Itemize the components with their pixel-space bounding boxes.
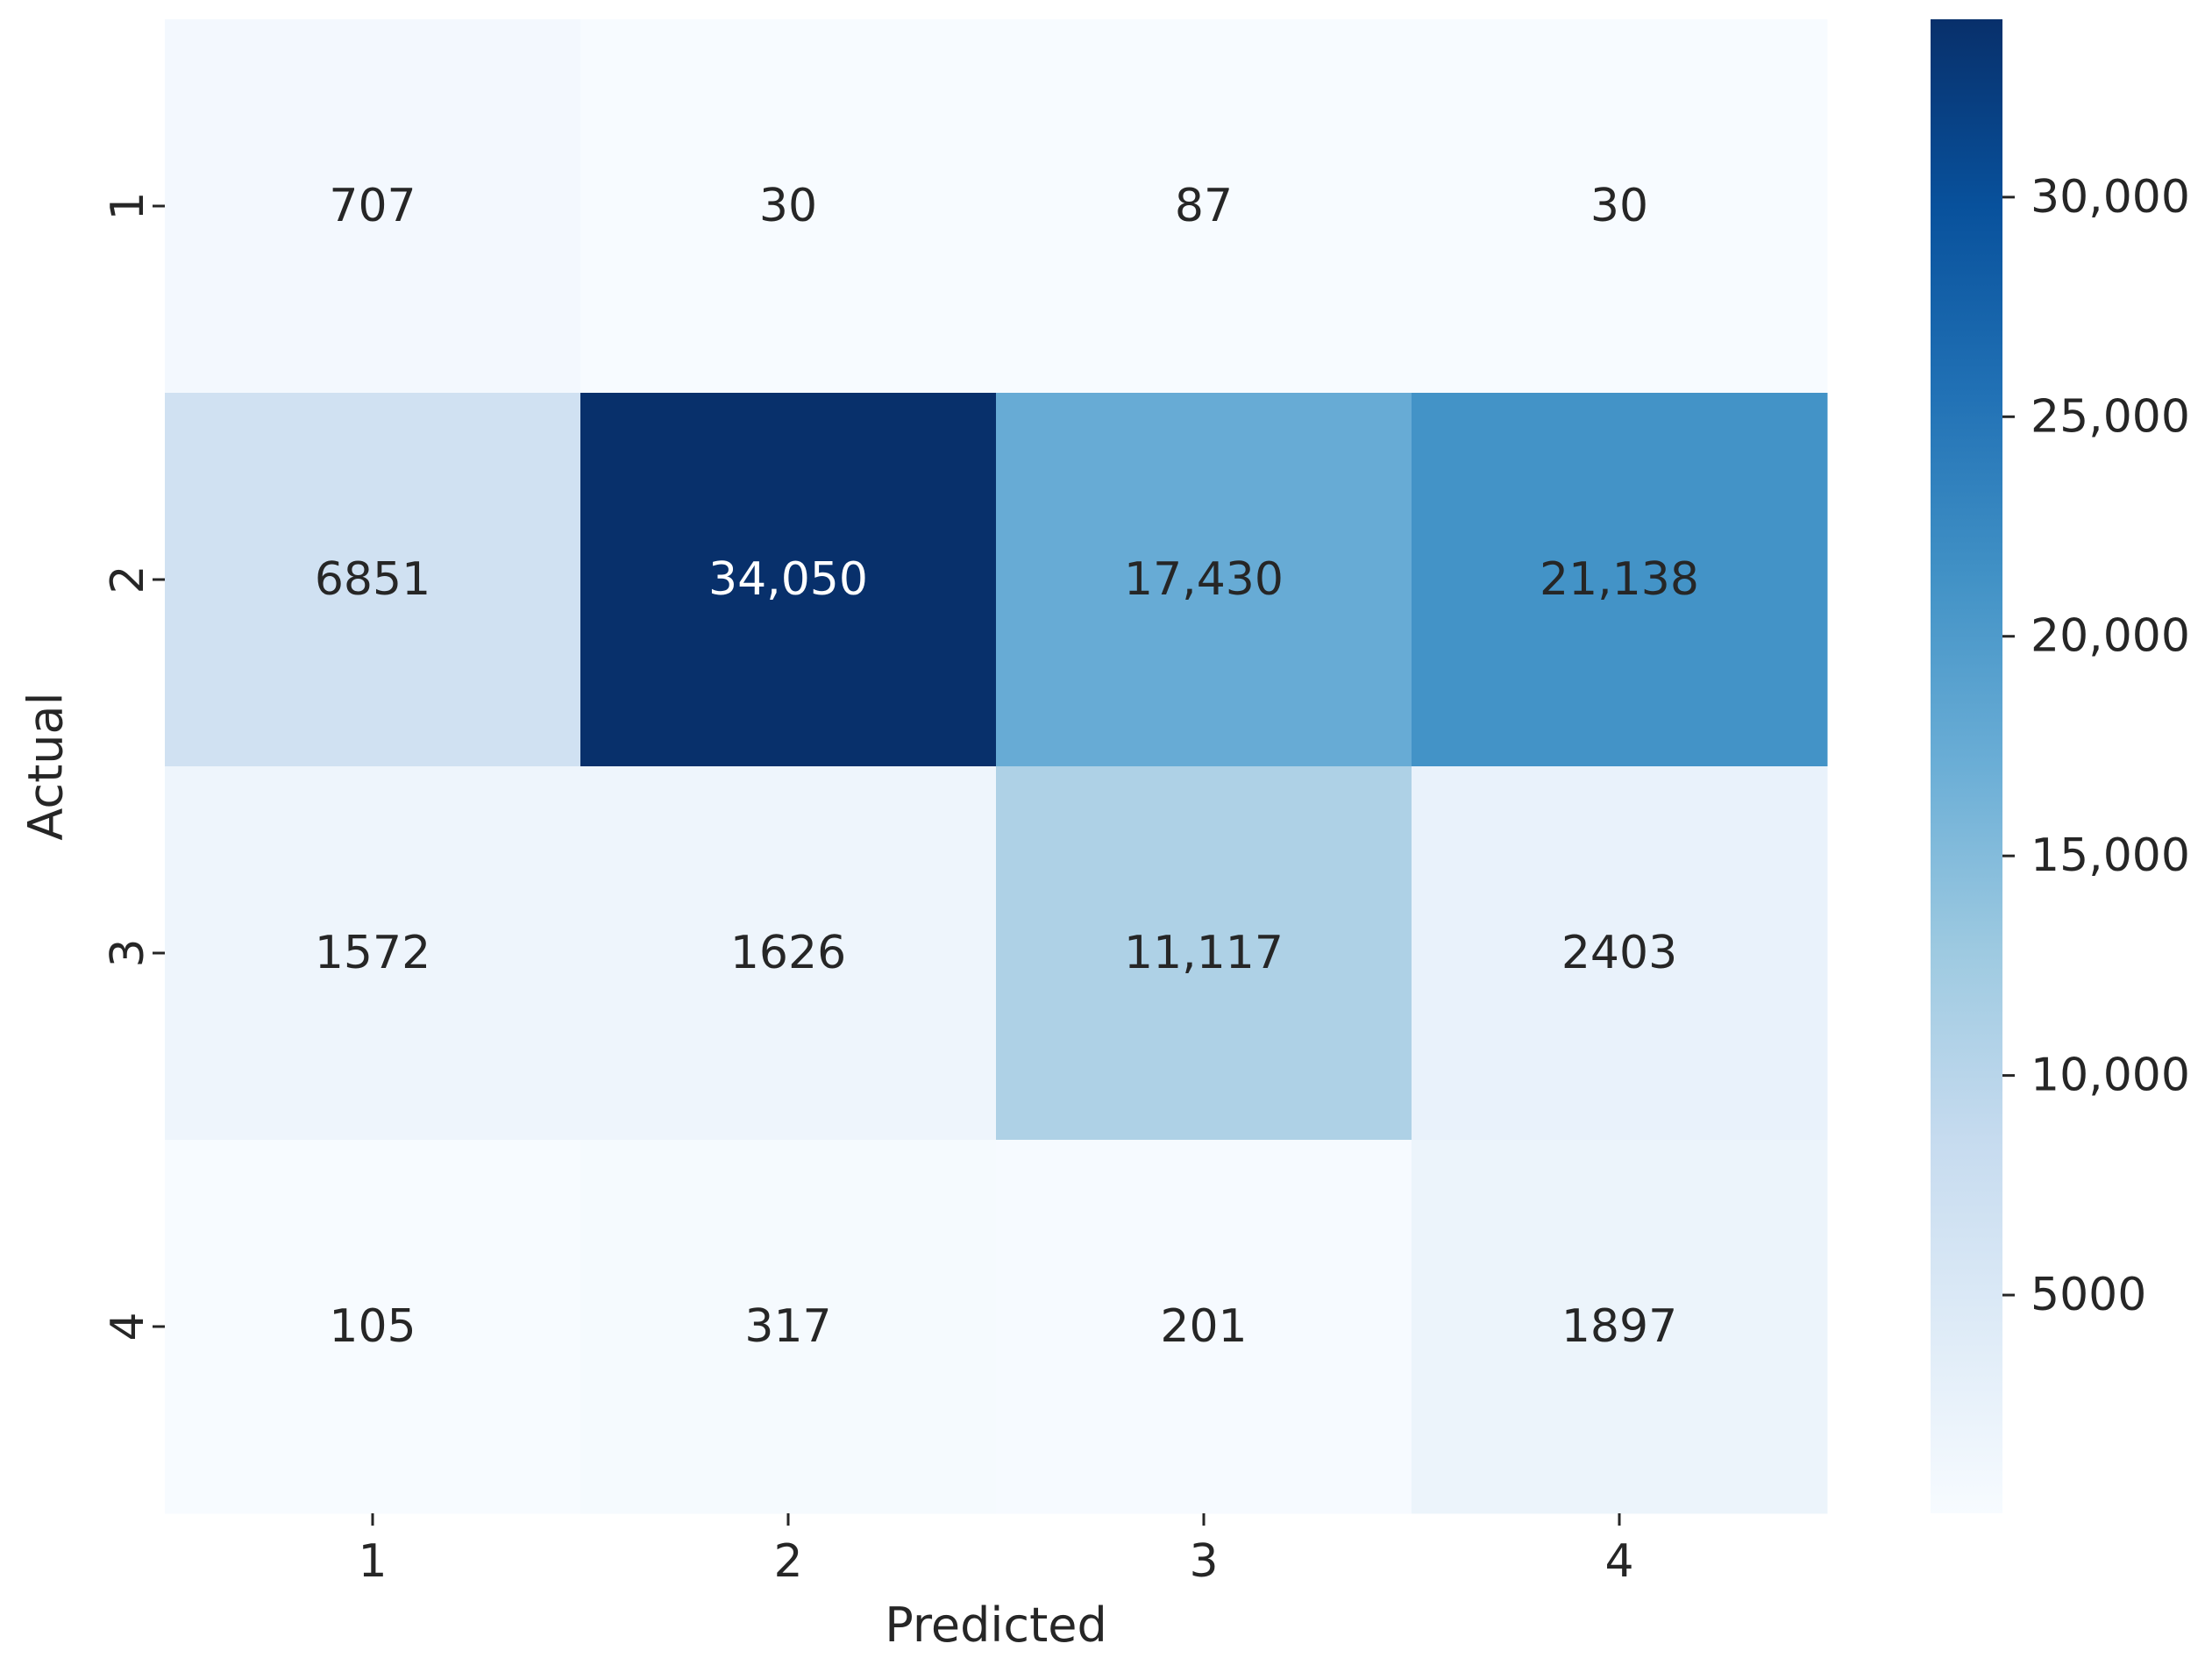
x-tick-label-1: 1 <box>358 1535 387 1588</box>
heatmap-cell-r1-c1 <box>165 19 581 394</box>
heatmap-cell-r1-c2 <box>580 19 997 394</box>
heatmap-cell-r4-c4 <box>1412 1140 1828 1514</box>
cell-value-r2-c4: 21,138 <box>1540 553 1699 606</box>
colorbar-tick-label-20000: 20,000 <box>2031 610 2190 663</box>
colorbar-tick-label-10000: 10,000 <box>2031 1050 2190 1102</box>
cell-value-r1-c4: 30 <box>1590 180 1648 232</box>
y-tick-label-3: 3 <box>102 938 154 967</box>
x-tick-label-4: 4 <box>1604 1535 1633 1588</box>
cell-labels: 707 30 87 30 6851 34,050 17,430 21,138 1572 1626 1… <box>315 180 1699 1353</box>
cell-value-r2-c1: 6851 <box>315 553 430 606</box>
heatmap-cell-r3-c4 <box>1412 766 1828 1141</box>
x-axis-title: Predicted <box>885 1597 1107 1653</box>
heatmap-cell-r4-c1 <box>165 1140 581 1514</box>
heatmap-cell-r3-c2 <box>580 766 997 1141</box>
colorbar-tick-label-30000: 30,000 <box>2031 171 2190 224</box>
colorbar-tick-label-25000: 25,000 <box>2031 390 2190 443</box>
heatmap-cell-r3-c3 <box>996 766 1412 1141</box>
y-tick-label-1: 1 <box>102 191 154 220</box>
y-tick-label-2: 2 <box>102 565 154 594</box>
heatmap-cell-r2-c2 <box>580 393 997 767</box>
cell-value-r2-c2: 34,050 <box>708 553 868 606</box>
cell-value-r4-c3: 201 <box>1160 1300 1247 1353</box>
heatmap-cell-r4-c2 <box>580 1140 997 1514</box>
cell-value-r3-c1: 1572 <box>315 927 430 979</box>
heatmap-cell-r4-c3 <box>996 1140 1412 1514</box>
cell-value-r1-c1: 707 <box>329 180 416 232</box>
cell-value-r4-c2: 317 <box>744 1300 831 1353</box>
y-tick-label-4: 4 <box>102 1312 154 1341</box>
heatmap-cells <box>165 19 1828 1514</box>
cell-value-r3-c4: 2403 <box>1561 927 1677 979</box>
heatmap-cell-r2-c4 <box>1412 393 1828 767</box>
colorbar-gradient <box>1931 19 2002 1513</box>
heatmap-cell-r2-c3 <box>996 393 1412 767</box>
cell-value-r4-c1: 105 <box>329 1300 416 1353</box>
cell-value-r1-c2: 30 <box>759 180 817 232</box>
heatmap-cell-r3-c1 <box>165 766 581 1141</box>
heatmap-cell-r1-c3 <box>996 19 1412 394</box>
cell-value-r4-c4: 1897 <box>1561 1300 1677 1353</box>
heatmap-cell-r1-c4 <box>1412 19 1828 394</box>
cell-value-r1-c3: 87 <box>1175 180 1233 232</box>
colorbar-tick-label-15000: 15,000 <box>2031 829 2190 882</box>
heatmap-cell-r2-c1 <box>165 393 581 767</box>
x-axis: 1 2 3 4 <box>358 1513 1634 1588</box>
cell-value-r3-c2: 1626 <box>730 927 846 979</box>
cell-value-r3-c3: 11,117 <box>1124 927 1284 979</box>
colorbar: 5000 10,000 15,000 20,000 25,000 30,000 <box>1931 19 2190 1513</box>
y-axis: 1 2 3 4 <box>102 191 165 1341</box>
cell-value-r2-c3: 17,430 <box>1124 553 1284 606</box>
colorbar-tick-label-5000: 5000 <box>2031 1269 2146 1321</box>
x-tick-label-3: 3 <box>1189 1535 1218 1588</box>
x-tick-label-2: 2 <box>773 1535 802 1588</box>
y-axis-title: Actual <box>18 692 74 840</box>
